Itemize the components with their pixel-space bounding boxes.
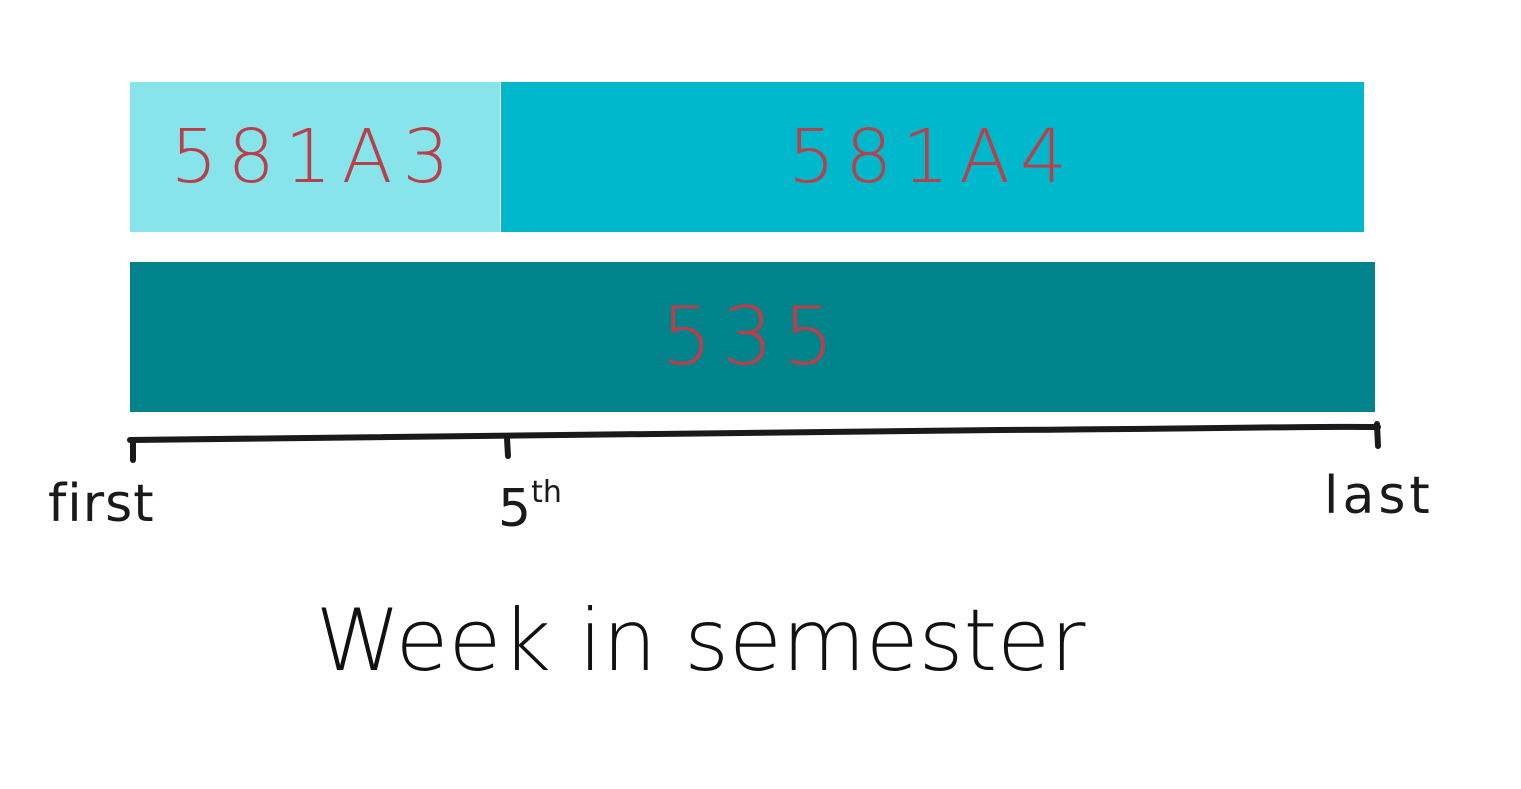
bar-581a3: 581A3 [130,82,500,232]
bar-581a4: 581A4 [501,82,1364,232]
bar-535: 535 [130,262,1375,412]
bar-label-581a4: 581A4 [788,114,1077,200]
bar-label-581a3: 581A3 [170,114,460,200]
bar-label-535: 535 [661,290,844,383]
tick-label-last: last [1324,466,1434,526]
tick-last [1374,421,1381,449]
tick-label-fifth: 5th [498,475,562,539]
axis-line [127,423,1381,443]
tick-label-fifth-superscript: th [531,475,562,510]
axis-title: Week in semester [315,591,1086,691]
tick-label-first: first [48,474,155,534]
tick-fifth [504,435,511,459]
